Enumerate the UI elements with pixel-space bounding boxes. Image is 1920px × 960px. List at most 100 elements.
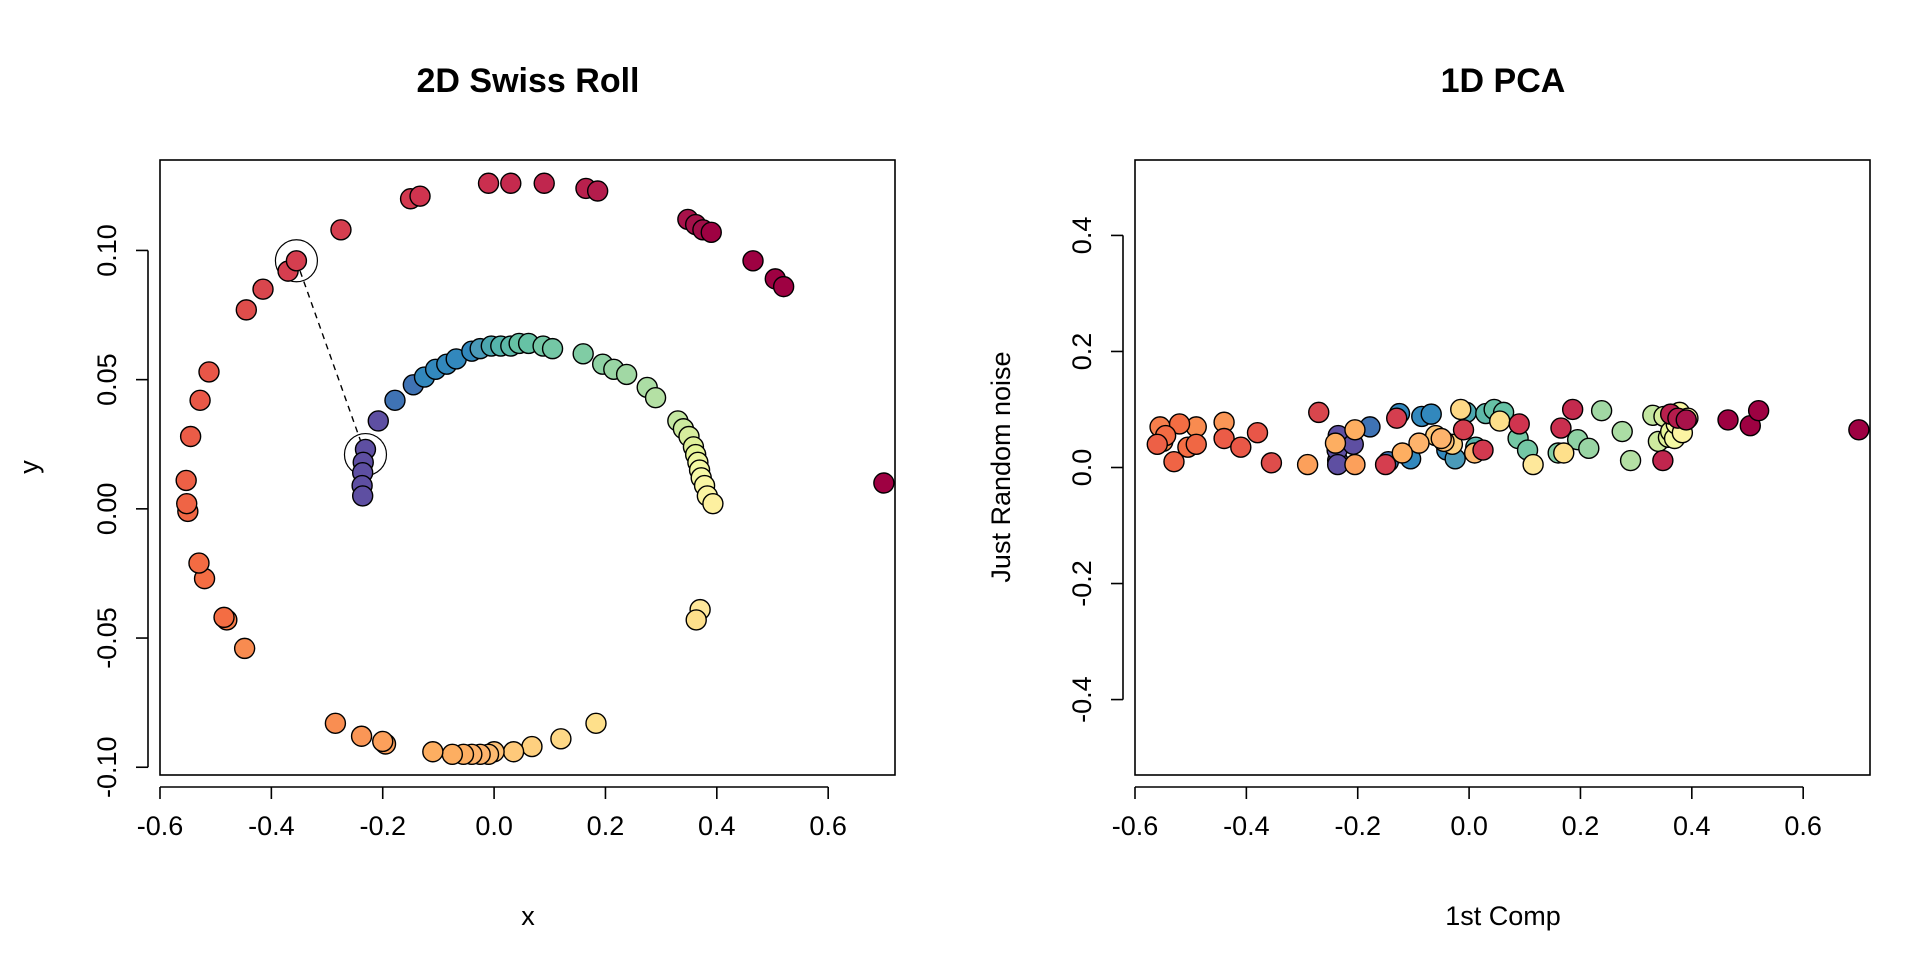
chart-title: 1D PCA <box>1441 62 1566 100</box>
data-point <box>1168 413 1191 435</box>
data-point <box>409 185 431 207</box>
data-point <box>1611 420 1633 443</box>
data-point <box>188 552 210 574</box>
data-point <box>198 361 220 383</box>
x-axis: -0.6 -0.4 -0.2 0.0 0.2 0.4 0.6 <box>1112 786 1822 841</box>
data-point <box>1619 449 1642 472</box>
data-point <box>644 387 667 409</box>
data-point <box>700 221 722 244</box>
data-point <box>252 278 274 300</box>
data-point <box>1296 453 1319 476</box>
data-point <box>233 637 256 660</box>
x-tick-label: 0.6 <box>809 811 847 841</box>
x-tick-label: -0.4 <box>248 811 295 841</box>
data-points <box>1146 398 1870 476</box>
data-point <box>1553 442 1575 464</box>
data-point <box>1450 398 1472 421</box>
x-tick-label: 0.2 <box>587 811 625 841</box>
data-point <box>372 730 394 753</box>
data-point <box>685 609 707 631</box>
data-point <box>873 472 895 494</box>
data-point <box>330 219 352 241</box>
y-tick-label: -0.05 <box>92 607 122 669</box>
data-point <box>351 485 374 507</box>
data-point <box>213 606 235 629</box>
data-point <box>324 712 347 735</box>
data-point <box>1260 452 1283 474</box>
data-point <box>1324 432 1347 454</box>
data-point <box>1344 453 1366 476</box>
data-point <box>1185 433 1207 455</box>
x-tick-label: 0.2 <box>1562 811 1600 841</box>
data-point <box>1489 410 1511 432</box>
data-point <box>1213 427 1235 450</box>
data-points <box>175 172 895 766</box>
data-point <box>1747 399 1770 422</box>
data-point <box>586 180 609 202</box>
data-point <box>1590 399 1613 422</box>
data-point <box>550 728 572 750</box>
y-tick-label: 0.4 <box>1067 217 1097 255</box>
data-point <box>502 741 525 763</box>
data-point <box>367 410 389 432</box>
data-point <box>1452 419 1475 441</box>
data-point <box>1430 427 1452 450</box>
y-tick-label: 0.05 <box>92 353 122 406</box>
y-tick-label: -0.10 <box>92 736 122 798</box>
data-point <box>235 299 258 321</box>
x-tick-label: -0.4 <box>1223 811 1270 841</box>
chart-title: 2D Swiss Roll <box>417 62 640 100</box>
highlight-ring <box>274 239 319 283</box>
y-axis-label: Just Random noise <box>986 351 1016 582</box>
data-point <box>1408 432 1430 454</box>
data-point <box>1675 409 1697 431</box>
data-point <box>384 389 406 412</box>
data-point <box>1163 450 1185 473</box>
data-point <box>441 743 464 766</box>
data-point <box>1472 439 1494 461</box>
neighbor-link <box>295 260 367 455</box>
x-tick-label: 0.6 <box>1784 811 1822 841</box>
y-axis-label: y <box>14 460 44 474</box>
x-tick-label: 0.4 <box>1673 811 1711 841</box>
data-point <box>1420 403 1442 425</box>
y-axis: -0.4 -0.2 0.0 0.2 0.4 <box>1067 217 1124 723</box>
y-axis: -0.10 -0.05 0.00 0.05 0.10 <box>92 224 149 798</box>
panel-pca: 1D PCA -0.6 -0.4 -0.2 0.0 0.2 0.4 0.6 -0.4 -0.2… <box>986 62 1871 931</box>
data-point <box>702 492 724 515</box>
data-point <box>176 492 198 515</box>
data-point <box>350 725 373 747</box>
data-point <box>541 337 564 360</box>
data-point <box>521 735 543 758</box>
data-point <box>1717 409 1739 431</box>
data-point <box>1374 453 1397 476</box>
data-point <box>1230 436 1252 458</box>
data-point <box>500 172 522 194</box>
data-point <box>1246 421 1269 444</box>
data-point <box>1344 419 1366 441</box>
data-point <box>772 275 795 298</box>
data-point <box>1578 437 1600 460</box>
data-point <box>1391 442 1413 464</box>
highlight-annotation <box>274 239 388 477</box>
data-point <box>1386 407 1408 429</box>
data-point <box>742 250 764 272</box>
x-tick-label: -0.6 <box>1112 811 1159 841</box>
y-tick-label: 0.0 <box>1067 449 1097 487</box>
data-point <box>1848 419 1870 441</box>
data-point <box>572 343 594 365</box>
y-tick-label: 0.00 <box>92 483 122 536</box>
y-tick-label: 0.10 <box>92 224 122 277</box>
data-point <box>1550 417 1572 439</box>
data-point <box>285 250 308 272</box>
panel-swiss-roll: 2D Swiss Roll -0.6 -0.4 -0.2 0.0 0.2 0.4 0.6 -… <box>14 62 896 931</box>
data-point <box>477 172 500 194</box>
x-tick-label: 0.0 <box>1450 811 1488 841</box>
x-tick-label: -0.6 <box>137 811 184 841</box>
x-tick-label: 0.4 <box>698 811 736 841</box>
data-point <box>175 469 197 492</box>
data-point <box>189 389 211 412</box>
data-point <box>1652 449 1674 472</box>
data-point <box>615 363 638 386</box>
